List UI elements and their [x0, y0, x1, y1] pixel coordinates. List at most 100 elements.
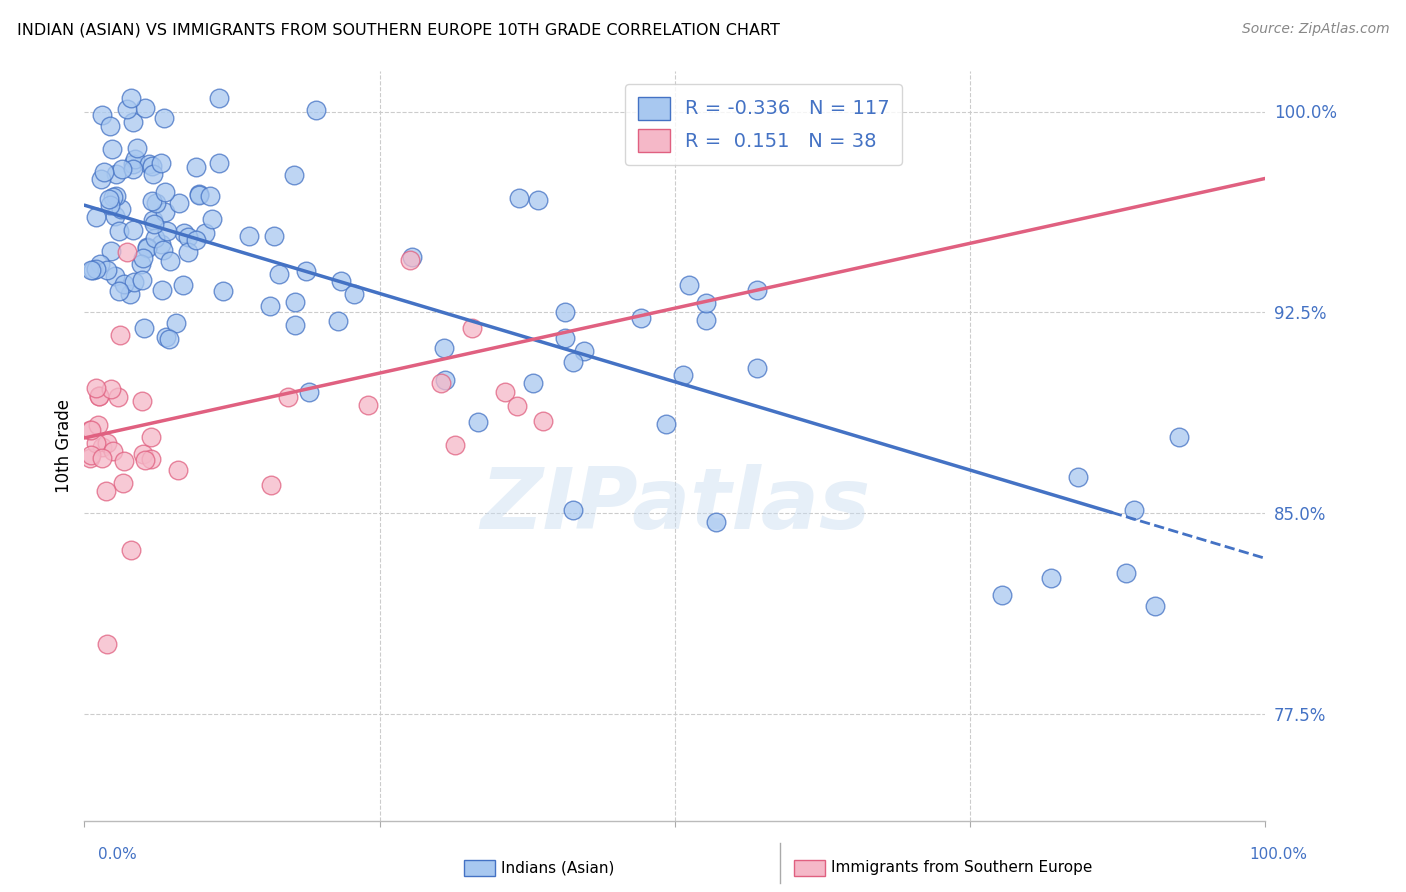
Point — [120, 542, 142, 557]
Text: Immigrants from Southern Europe: Immigrants from Southern Europe — [831, 861, 1092, 875]
Point — [1115, 566, 1137, 580]
Point — [103, 443, 125, 458]
Point — [991, 588, 1014, 602]
Point — [433, 341, 456, 355]
Point — [86, 418, 108, 433]
Point — [177, 230, 200, 244]
Text: 100.0%: 100.0% — [1250, 847, 1308, 862]
Point — [399, 253, 422, 268]
Point — [176, 245, 198, 260]
Point — [159, 254, 181, 268]
Point — [153, 205, 176, 219]
Point — [284, 294, 307, 309]
Point — [132, 321, 155, 335]
Point — [156, 224, 179, 238]
Point — [90, 450, 112, 465]
Point — [96, 435, 118, 450]
Point — [630, 311, 652, 326]
Point — [136, 240, 159, 254]
Point — [1066, 470, 1088, 484]
Point — [100, 142, 122, 156]
Point — [167, 196, 190, 211]
Point — [155, 330, 177, 344]
Point — [124, 152, 146, 166]
Point — [131, 273, 153, 287]
Point — [186, 233, 208, 247]
Point — [1122, 503, 1144, 517]
Point — [134, 453, 156, 467]
Point — [149, 237, 172, 252]
Point — [89, 257, 111, 271]
Point — [695, 312, 717, 326]
Point — [157, 332, 180, 346]
Point — [139, 452, 162, 467]
Point — [79, 450, 101, 465]
Point — [115, 244, 138, 259]
Point — [138, 156, 160, 170]
Point — [97, 192, 120, 206]
Point — [562, 355, 585, 369]
Point — [141, 194, 163, 209]
Point — [460, 320, 482, 334]
Text: 0.0%: 0.0% — [98, 847, 138, 862]
Point — [90, 108, 112, 122]
Y-axis label: 10th Grade: 10th Grade — [55, 399, 73, 493]
Point — [295, 264, 318, 278]
Text: Source: ZipAtlas.com: Source: ZipAtlas.com — [1241, 22, 1389, 37]
Legend: R = -0.336   N = 117, R =  0.151   N = 38: R = -0.336 N = 117, R = 0.151 N = 38 — [626, 84, 901, 165]
Point — [82, 262, 104, 277]
Point — [98, 198, 121, 212]
Point — [105, 189, 128, 203]
Point — [132, 447, 155, 461]
Text: ZIPatlas: ZIPatlas — [479, 465, 870, 548]
Point — [93, 165, 115, 179]
Point — [572, 344, 595, 359]
Point — [108, 284, 131, 298]
Point — [100, 244, 122, 259]
Point — [84, 262, 107, 277]
Point — [494, 384, 516, 399]
Point — [90, 441, 112, 455]
Point — [150, 155, 173, 169]
Point — [554, 305, 576, 319]
Point — [105, 167, 128, 181]
Point — [143, 231, 166, 245]
Point — [1167, 430, 1189, 444]
Point — [433, 373, 456, 387]
Point — [401, 250, 423, 264]
Point — [260, 478, 283, 492]
Point — [328, 313, 350, 327]
Point — [745, 360, 768, 375]
Point — [277, 390, 299, 404]
Point — [122, 161, 145, 176]
Point — [305, 103, 328, 118]
Point — [131, 251, 153, 265]
Point — [671, 368, 693, 383]
Point — [527, 194, 550, 208]
Point — [208, 156, 231, 170]
Point — [267, 268, 290, 282]
Point — [112, 453, 135, 467]
Point — [187, 187, 209, 202]
Point — [141, 159, 163, 173]
Point — [263, 229, 285, 244]
Point — [108, 224, 131, 238]
Point — [201, 212, 224, 227]
Point — [101, 190, 124, 204]
Point — [115, 102, 138, 116]
Point — [150, 283, 173, 297]
Point — [103, 209, 125, 223]
Point — [121, 156, 143, 170]
Point — [430, 376, 453, 391]
Point — [155, 185, 177, 199]
Point — [467, 415, 489, 429]
Point — [443, 438, 465, 452]
Point — [152, 244, 174, 258]
Point — [145, 196, 167, 211]
Point — [298, 384, 321, 399]
Point — [107, 391, 129, 405]
Point — [165, 317, 187, 331]
Point — [141, 212, 163, 227]
Point — [259, 299, 281, 313]
Point — [98, 119, 121, 133]
